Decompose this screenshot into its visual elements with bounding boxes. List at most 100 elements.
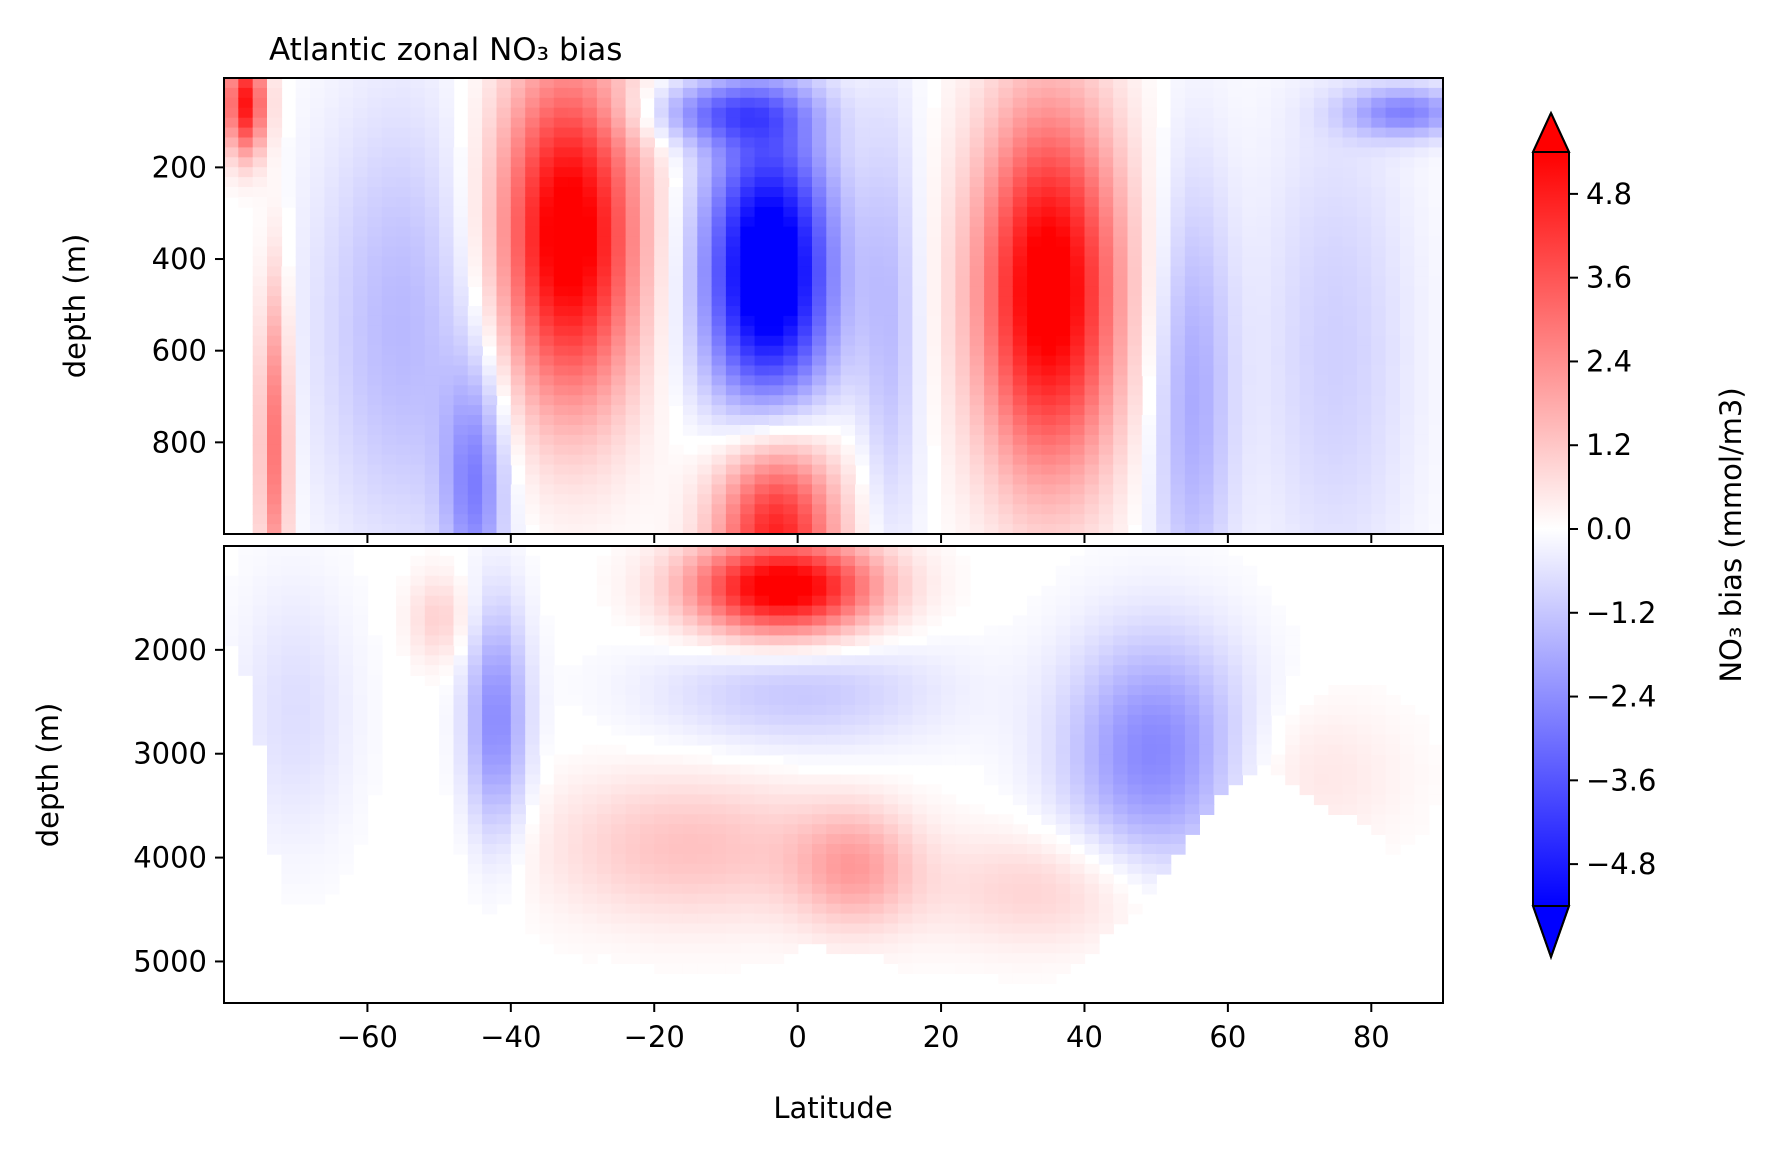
heatmap-cell <box>310 296 326 307</box>
heatmap-cell <box>453 375 469 387</box>
heatmap-cell <box>740 893 756 905</box>
heatmap-cell <box>1342 494 1358 505</box>
heatmap-cell <box>1357 415 1373 426</box>
heatmap-cell <box>1414 107 1430 119</box>
heatmap-cell <box>353 306 369 317</box>
heatmap-cell <box>396 266 412 277</box>
heatmap-cell <box>998 216 1014 228</box>
heatmap-cell <box>1127 484 1143 496</box>
heatmap-cell <box>568 157 584 168</box>
heatmap-cell <box>1227 226 1243 238</box>
heatmap-cell <box>1313 434 1329 446</box>
heatmap-cell <box>668 863 684 875</box>
heatmap-cell <box>424 524 440 534</box>
heatmap-cell <box>1270 415 1286 426</box>
heatmap-cell <box>1256 296 1272 307</box>
heatmap-cell <box>797 325 813 337</box>
heatmap-cell <box>1170 306 1186 317</box>
heatmap-cell <box>1270 355 1286 367</box>
heatmap-cell <box>596 87 612 99</box>
heatmap-cell <box>424 256 440 268</box>
heatmap-cell <box>668 375 684 387</box>
heatmap-cell <box>1385 296 1401 307</box>
heatmap-cell <box>424 335 440 347</box>
heatmap-cell <box>295 405 311 416</box>
heatmap-cell <box>338 804 354 815</box>
heatmap-cell <box>1385 256 1401 268</box>
heatmap-cell <box>654 714 670 726</box>
heatmap-cell <box>252 117 268 129</box>
heatmap-cell <box>682 385 698 396</box>
heatmap-cell <box>639 137 655 149</box>
heatmap-cell <box>381 494 397 505</box>
heatmap-cell <box>424 464 440 476</box>
heatmap-cell <box>697 933 713 945</box>
heatmap-cell <box>625 395 641 406</box>
heatmap-cell <box>396 434 412 446</box>
heatmap-cell <box>453 454 469 466</box>
heatmap-cell <box>1113 226 1129 238</box>
heatmap-cell <box>754 137 770 149</box>
heatmap-cell <box>453 246 469 258</box>
heatmap-cell <box>1084 444 1100 456</box>
heatmap-cell <box>1084 236 1100 248</box>
heatmap-cell <box>467 794 483 806</box>
heatmap-cell <box>625 167 641 178</box>
heatmap-cell <box>682 714 698 726</box>
heatmap-cell <box>467 724 483 736</box>
heatmap-cell <box>812 514 828 525</box>
heatmap-cell <box>1098 137 1114 149</box>
heatmap-cell <box>869 464 885 476</box>
heatmap-cell <box>969 167 985 178</box>
heatmap-cell <box>1299 256 1315 268</box>
heatmap-cell <box>238 127 254 139</box>
heatmap-cell <box>869 167 885 178</box>
heatmap-cell <box>1227 137 1243 149</box>
heatmap-cell <box>1141 484 1157 496</box>
heatmap-cell <box>525 226 541 238</box>
heatmap-cell <box>482 147 498 159</box>
heatmap-cell <box>611 605 627 617</box>
heatmap-cell <box>568 276 584 287</box>
heatmap-cell <box>467 306 483 317</box>
heatmap-cell <box>482 187 498 198</box>
heatmap-cell <box>367 187 383 198</box>
heatmap-cell <box>381 197 397 208</box>
heatmap-cell <box>1027 315 1043 327</box>
heatmap-cell <box>367 87 383 99</box>
heatmap-cell <box>1184 197 1200 208</box>
heatmap-cell <box>625 575 641 587</box>
heatmap-cell <box>797 434 813 446</box>
heatmap-cell <box>310 575 326 587</box>
heatmap-cell <box>740 464 756 476</box>
heatmap-cell <box>596 157 612 168</box>
heatmap-cell <box>826 147 842 159</box>
heatmap-cell <box>955 454 971 466</box>
heatmap-cell <box>267 385 283 396</box>
heatmap-cell <box>367 484 383 496</box>
heatmap-cell <box>281 335 297 347</box>
heatmap-cell <box>1041 177 1057 188</box>
heatmap-cell <box>252 444 268 456</box>
heatmap-cell <box>353 514 369 525</box>
heatmap-cell <box>812 454 828 466</box>
heatmap-cell <box>1400 504 1416 515</box>
heatmap-cell <box>510 306 526 317</box>
heatmap-cell <box>969 206 985 218</box>
heatmap-cell <box>1342 87 1358 99</box>
heatmap-cell <box>682 236 698 248</box>
heatmap-cell <box>525 494 541 505</box>
heatmap-cell <box>1084 306 1100 317</box>
heatmap-cell <box>1342 415 1358 426</box>
heatmap-cell <box>596 365 612 377</box>
heatmap-cell <box>381 365 397 377</box>
heatmap-cell <box>439 97 455 109</box>
heatmap-cell <box>625 137 641 149</box>
heatmap-cell <box>682 754 698 766</box>
heatmap-cell <box>424 615 440 627</box>
heatmap-cell <box>769 117 785 129</box>
heatmap-cell <box>1084 197 1100 208</box>
heatmap-cell <box>697 286 713 297</box>
heatmap-cell <box>812 246 828 258</box>
heatmap-cell <box>668 167 684 178</box>
